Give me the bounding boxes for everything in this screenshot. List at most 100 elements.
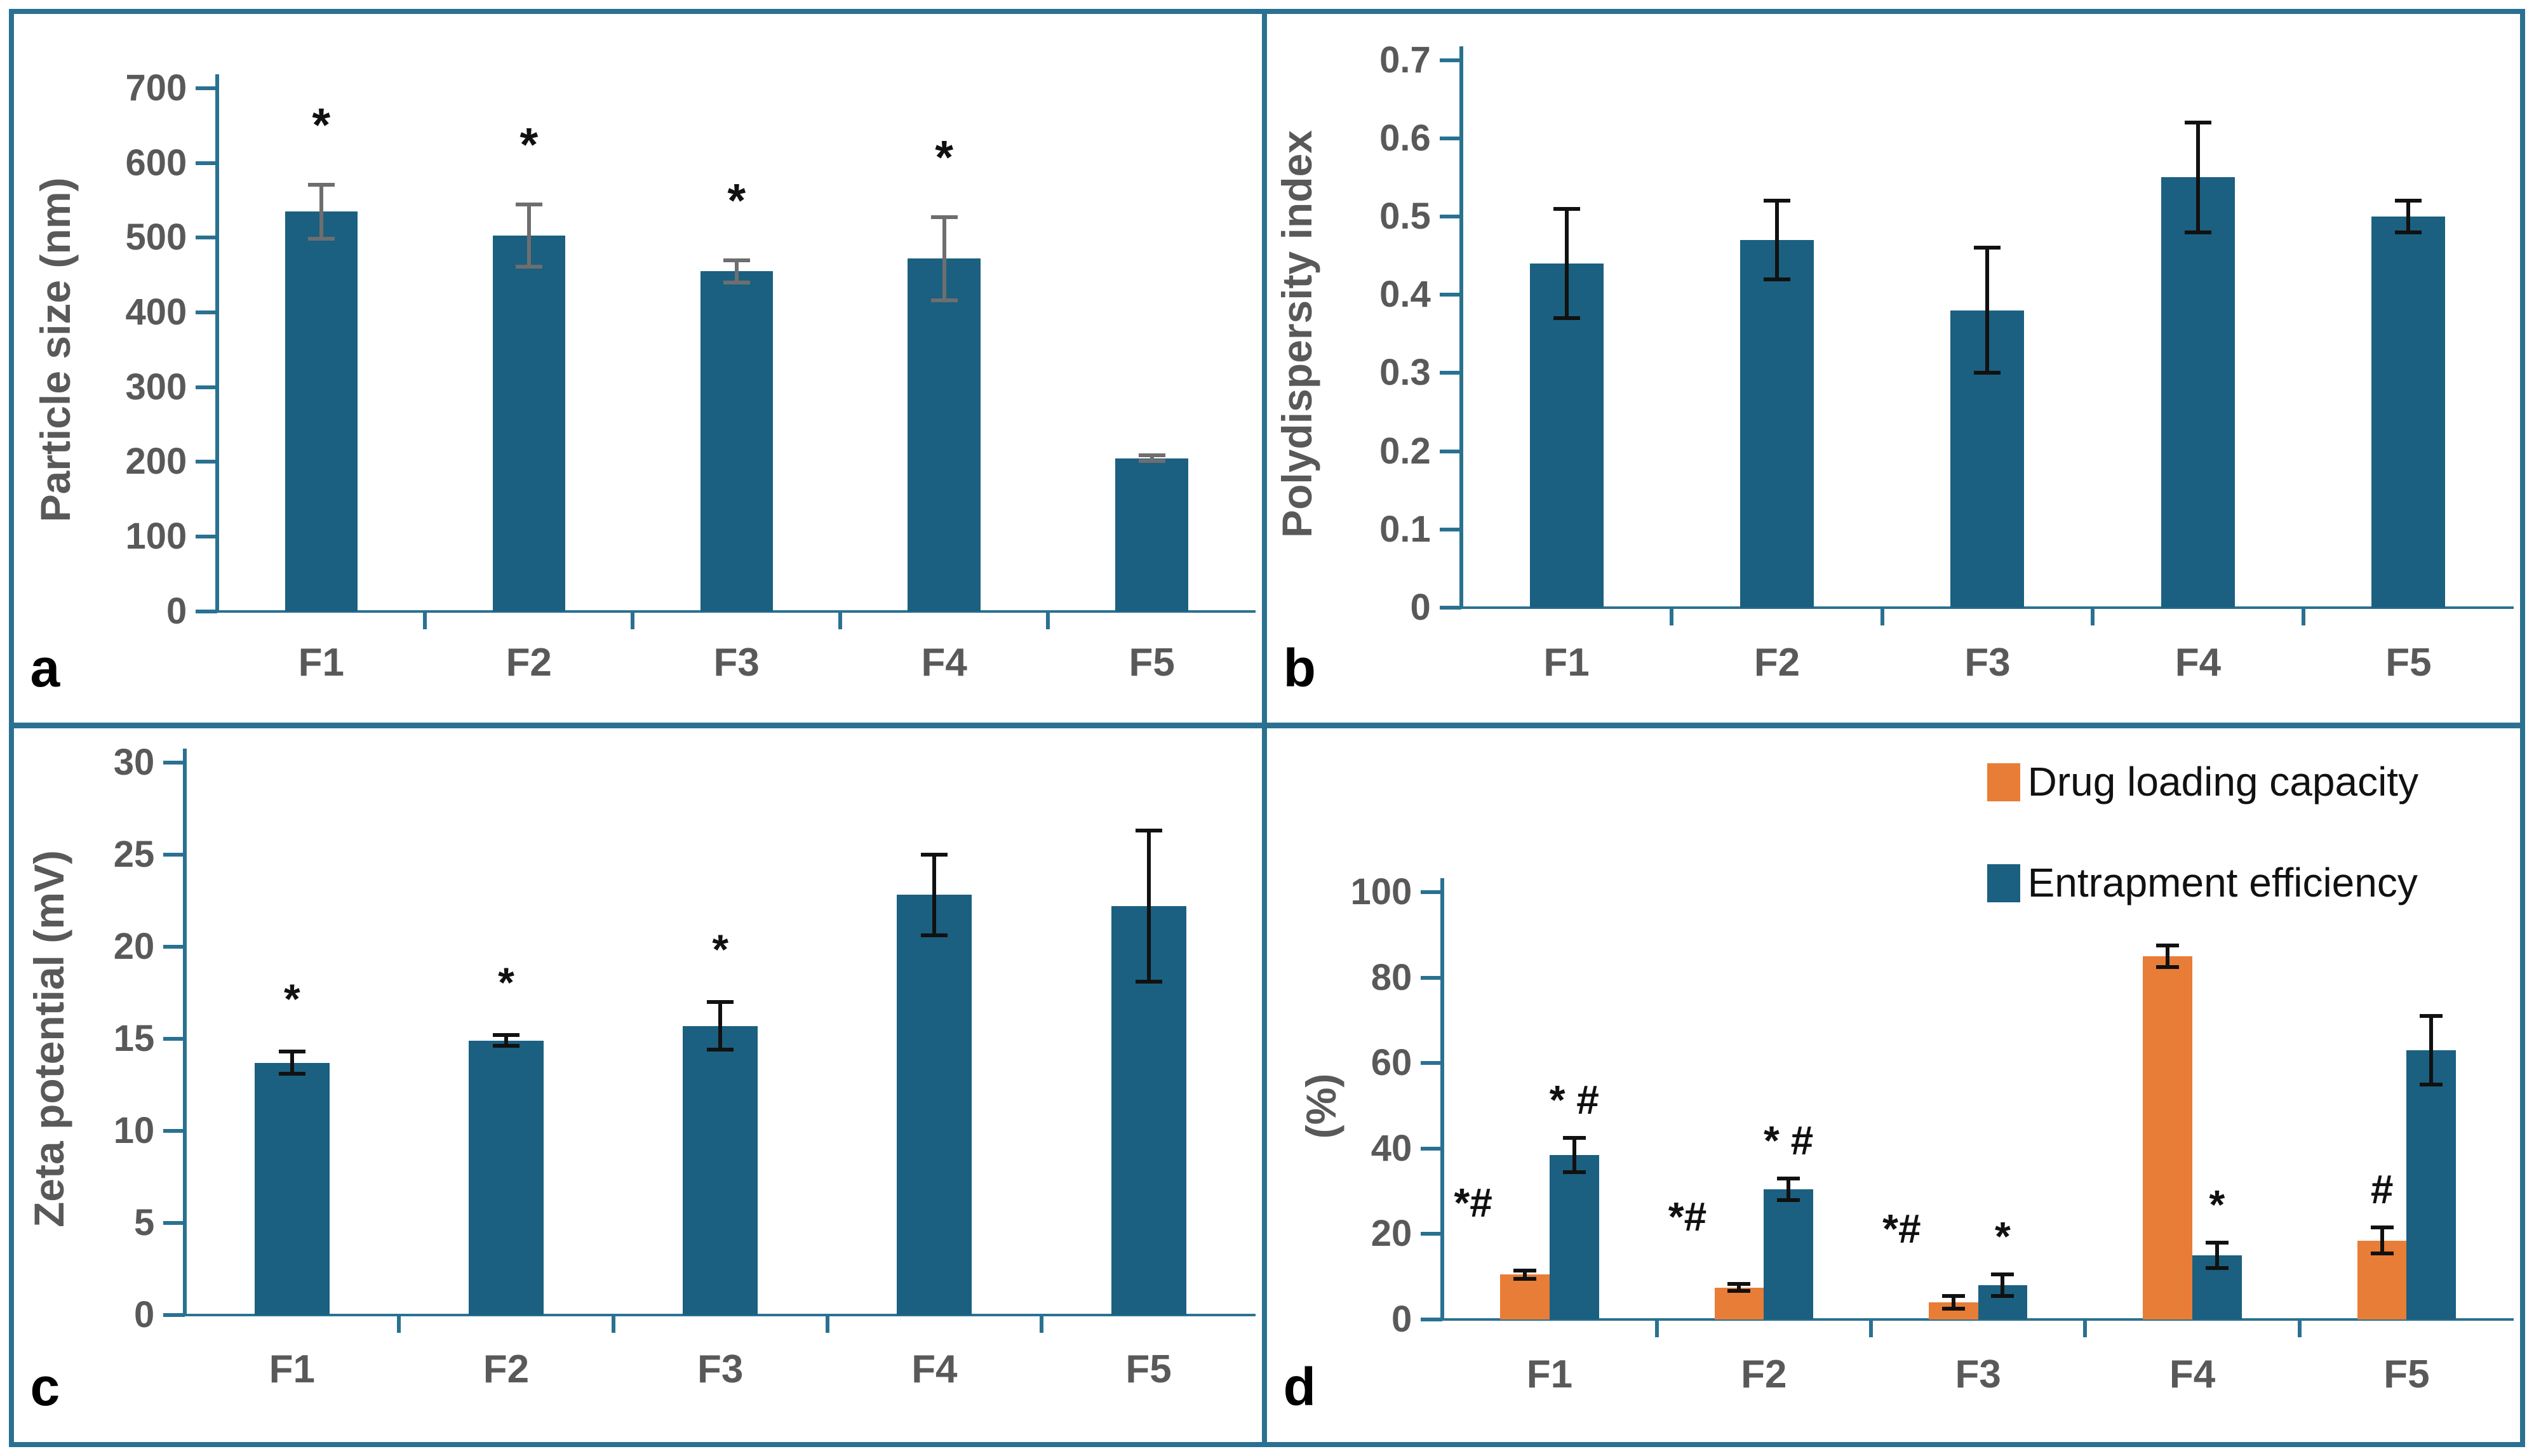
y-tick-label: 0.6	[1379, 117, 1431, 159]
y-tick-label: 600	[125, 142, 187, 184]
y-axis-tick	[1439, 606, 1461, 610]
bar-F2-1	[468, 1040, 544, 1316]
x-category-label: F1	[1526, 1352, 1573, 1396]
error-bar-cap-bottom	[1974, 371, 2001, 375]
y-tick-label: 80	[1371, 956, 1412, 998]
bar-F4-1	[2161, 177, 2235, 608]
x-axis-tick	[1654, 1319, 1659, 1337]
y-axis-tick	[196, 86, 218, 91]
figure-panel-grid: 0 100 200 300 400 500 600 700 Particle size (nm)…	[9, 9, 2525, 1447]
error-bar-cap-bottom	[1513, 1277, 1537, 1281]
x-axis-tick	[1039, 1315, 1043, 1333]
x-axis-tick	[631, 611, 635, 629]
y-axis-tick	[163, 1221, 185, 1226]
chart-particle-size: 0 100 200 300 400 500 600 700 Particle size (nm)…	[14, 14, 1262, 723]
y-axis-line	[215, 74, 220, 611]
bar-F5-2	[2406, 1050, 2457, 1319]
x-category-label: F4	[2169, 1352, 2216, 1396]
error-bar-line	[526, 204, 531, 267]
x-category-label: F2	[506, 640, 552, 685]
x-axis-tick	[825, 1315, 829, 1333]
error-bar-cap-top	[723, 258, 750, 262]
y-tick-label: 10	[113, 1110, 155, 1151]
y-axis-line	[1440, 878, 1445, 1319]
legend-swatch-1	[1987, 763, 2021, 801]
x-axis-line	[1459, 606, 2514, 610]
y-axis-tick	[196, 385, 218, 389]
error-bar-line	[1737, 1284, 1741, 1291]
x-category-label: F4	[921, 640, 967, 685]
error-bar-cap-bottom	[492, 1044, 520, 1048]
x-category-label: F3	[713, 640, 760, 685]
error-bar-cap-top	[2156, 944, 2180, 948]
y-axis-tick	[196, 535, 218, 539]
y-axis-tick	[196, 460, 218, 464]
error-bar-line	[1150, 455, 1154, 462]
error-bar-cap-top	[1974, 246, 2001, 250]
error-bar-cap-top	[1562, 1136, 1586, 1140]
significance-annotation: *	[498, 958, 514, 1006]
error-bar-cap-bottom	[930, 298, 958, 303]
bar-F5-1	[1115, 458, 1188, 611]
error-bar-cap-top	[1991, 1272, 2014, 1277]
error-bar-line	[504, 1035, 508, 1046]
y-tick-label: 100	[125, 516, 187, 558]
panel-letter: b	[1283, 638, 1316, 698]
significance-annotation: *	[1995, 1213, 2011, 1260]
y-axis-tick	[196, 609, 218, 613]
significance-annotation: *	[712, 925, 729, 973]
bar-F5-1	[2371, 217, 2446, 608]
y-axis-tick	[163, 1036, 185, 1041]
bar-F1-1	[1529, 263, 1604, 608]
y-tick-label: 100	[1350, 871, 1412, 913]
bar-F4-1	[908, 258, 981, 611]
bar-F2-2	[1764, 1189, 1813, 1319]
y-tick-label: 0.1	[1379, 508, 1431, 550]
x-axis-tick	[838, 611, 843, 629]
error-bar-line	[2215, 1242, 2219, 1269]
error-bar-line	[2195, 123, 2200, 232]
significance-annotation: *#	[1454, 1180, 1492, 1226]
x-axis-tick	[423, 611, 427, 629]
error-bar-cap-top	[2395, 199, 2422, 203]
x-category-label: F4	[911, 1347, 958, 1391]
y-tick-label: 500	[125, 217, 187, 258]
bar-F4-1	[897, 895, 972, 1316]
error-bar-cap-bottom	[1553, 316, 1580, 321]
y-axis-tick	[1439, 58, 1461, 62]
error-bar-cap-bottom	[921, 933, 948, 938]
error-bar-cap-bottom	[307, 236, 335, 241]
y-tick-label: 300	[125, 366, 187, 408]
y-tick-label: 700	[125, 67, 187, 109]
y-axis-tick	[1421, 1146, 1443, 1151]
panel-letter: c	[30, 1357, 60, 1417]
y-axis-tick	[1421, 890, 1443, 895]
x-axis-line	[183, 1314, 1256, 1317]
bar-F2-1	[492, 235, 565, 611]
error-bar-cap-bottom	[723, 281, 750, 285]
error-bar-cap-top	[1135, 828, 1162, 832]
y-tick-label: 400	[125, 291, 187, 333]
significance-annotation: *	[935, 130, 954, 184]
y-tick-label: 0	[166, 590, 187, 632]
error-bar-cap-top	[1777, 1176, 1800, 1180]
x-category-label: F5	[2385, 640, 2432, 685]
error-bar-line	[290, 1052, 294, 1074]
x-category-label: F5	[2383, 1352, 2430, 1396]
error-bar-line	[734, 260, 739, 283]
y-tick-label: 5	[133, 1202, 155, 1244]
y-axis-title: Particle size (nm)	[31, 177, 79, 523]
error-bar-cap-bottom	[707, 1048, 734, 1052]
x-category-label: F3	[1955, 1352, 2001, 1396]
error-bar-cap-top	[1764, 199, 1790, 203]
y-tick-label: 0.7	[1379, 39, 1431, 81]
error-bar-line	[1787, 1178, 1791, 1200]
x-category-label: F5	[1125, 1347, 1172, 1391]
error-bar-line	[2166, 945, 2170, 967]
bar-F2-1	[1714, 1287, 1764, 1319]
significance-annotation: * #	[1549, 1076, 1599, 1123]
error-bar-cap-top	[930, 215, 958, 219]
significance-annotation: * #	[1763, 1117, 1814, 1163]
significance-annotation: *	[727, 174, 746, 227]
panel-c-zeta-potential: 0 5 10 15 20 25 30 Zeta potential (mV) F1 F2 F3 F4 F…	[14, 728, 1267, 1442]
